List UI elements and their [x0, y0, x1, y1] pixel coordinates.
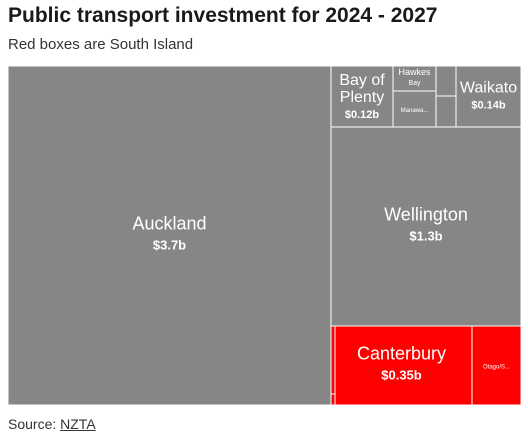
- treemap-cell-waikato[interactable]: [455, 65, 522, 128]
- treemap-label-wellington: Wellington: [384, 205, 468, 225]
- treemap-value-wellington: $1.3b: [409, 229, 442, 244]
- treemap-cell-wellington[interactable]: [330, 126, 522, 327]
- treemap-value-auckland: $3.7b: [153, 238, 186, 253]
- treemap-cell-region-11[interactable]: [330, 393, 336, 406]
- treemap-cell-region-9[interactable]: [435, 95, 457, 128]
- treemap-cell-bay-of-plenty[interactable]: [330, 65, 394, 128]
- treemap-cell-manawa[interactable]: [392, 90, 437, 128]
- chart-title: Public transport investment for 2024 - 2…: [8, 4, 438, 27]
- treemap-cell-region-10[interactable]: [330, 325, 336, 395]
- treemap-value-bay-of-plenty: $0.12b: [345, 109, 380, 121]
- treemap-label-waikato: Waikato: [460, 80, 517, 97]
- treemap-cell-otago-s[interactable]: [471, 325, 522, 406]
- treemap-cell-hawkes-bay[interactable]: [392, 65, 437, 92]
- treemap-label-hawkes-bay-line2: Bay: [408, 80, 421, 87]
- treemap-label-manawa: Manawa...: [401, 108, 429, 114]
- source-link[interactable]: NZTA: [60, 416, 96, 432]
- treemap-label-auckland: Auckland: [132, 214, 206, 234]
- treemap-value-waikato: $0.14b: [471, 100, 506, 112]
- treemap-value-canterbury: $0.35b: [381, 368, 422, 383]
- treemap-label-canterbury: Canterbury: [357, 344, 446, 364]
- source-note: Source: NZTA: [8, 416, 96, 432]
- chart-subtitle: Red boxes are South Island: [8, 36, 194, 53]
- source-label: Source:: [8, 416, 57, 432]
- treemap-label-bay-of-plenty-line1: Bay of: [339, 72, 385, 89]
- treemap-label-otago-s: Otago/S...: [483, 365, 510, 371]
- treemap-cell-canterbury[interactable]: [330, 325, 473, 406]
- treemap-label-hawkes-bay-line1: Hawkes: [398, 67, 431, 77]
- treemap-cell-auckland[interactable]: [7, 65, 332, 406]
- treemap-label-bay-of-plenty-line2: Plenty: [340, 89, 384, 106]
- treemap-cell-region-8[interactable]: [435, 65, 457, 97]
